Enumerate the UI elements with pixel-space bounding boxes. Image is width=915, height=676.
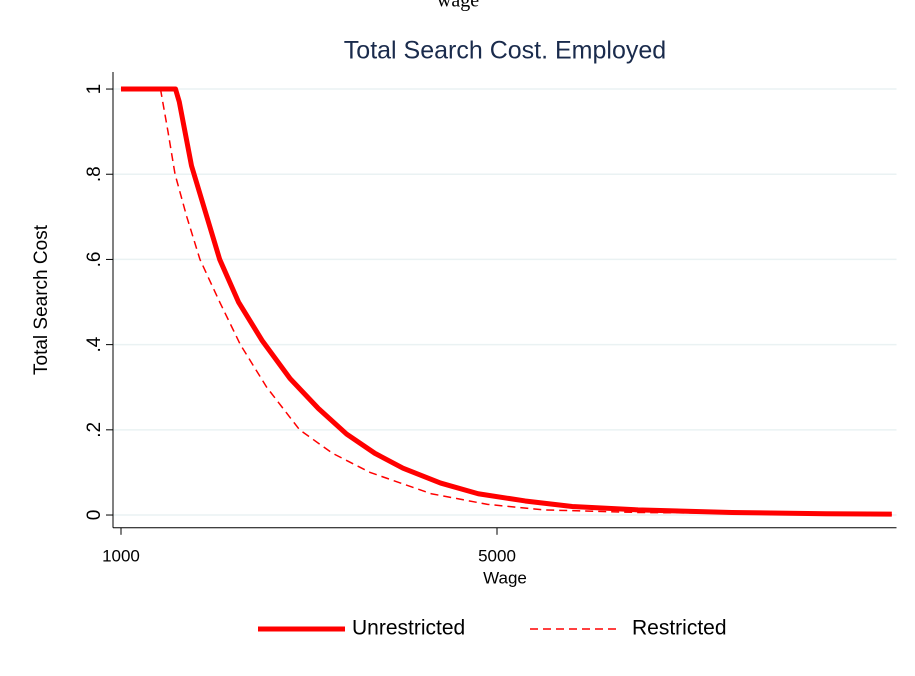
- legend-label: Unrestricted: [352, 617, 465, 640]
- x-axis-label: Wage: [483, 568, 527, 587]
- page-caption: wage: [437, 0, 479, 12]
- y-tick-label: .8: [84, 166, 105, 182]
- y-tick-label: 0: [84, 510, 105, 521]
- chart-title: Total Search Cost. Employed: [344, 37, 666, 65]
- series-line: [120, 86, 892, 517]
- y-tick-label: 1: [84, 84, 105, 95]
- legend-label: Restricted: [632, 617, 727, 640]
- y-axis-label: Total Search Cost: [31, 224, 52, 375]
- x-tick-label: 1000: [102, 546, 140, 565]
- x-tick-label: 5000: [478, 546, 516, 565]
- y-tick-label: .2: [84, 422, 105, 438]
- series-line: [159, 88, 892, 516]
- y-tick-label: .4: [84, 336, 105, 352]
- y-tick-label: .6: [84, 252, 105, 268]
